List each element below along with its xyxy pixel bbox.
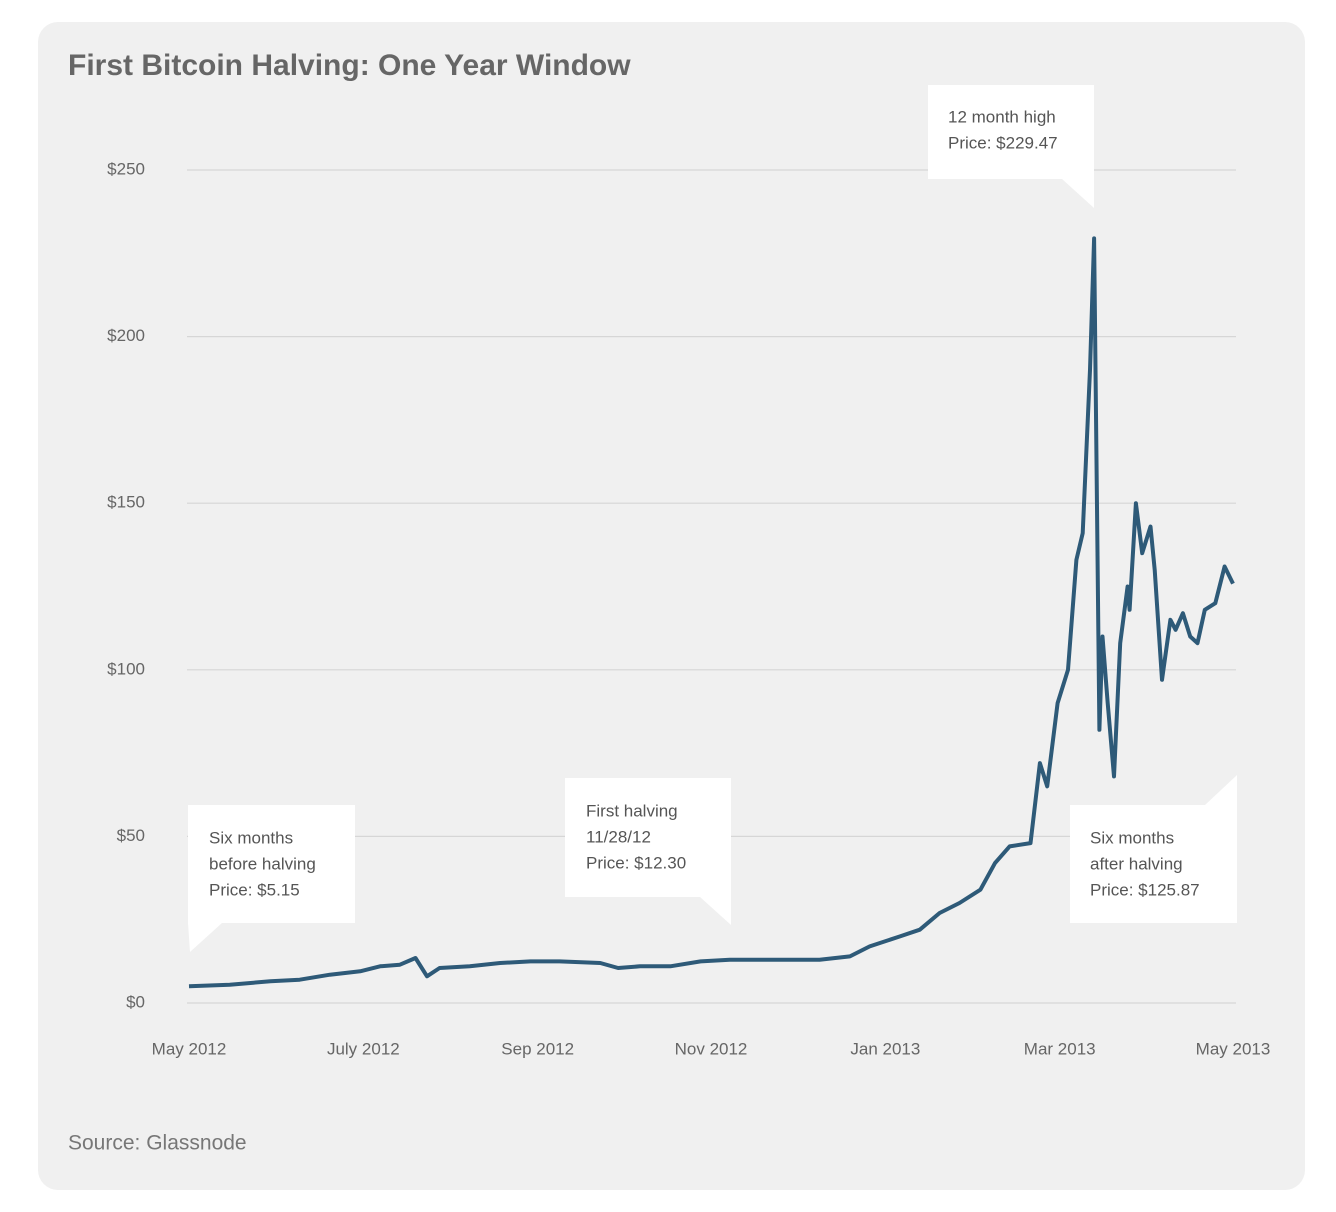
annotation-box — [188, 805, 355, 923]
x-tick-label: Mar 2013 — [1024, 1039, 1096, 1058]
annotation-pointer — [1205, 775, 1237, 805]
annotation-text: Price: $229.47 — [948, 133, 1058, 152]
annotation-text: Price: $12.30 — [586, 853, 686, 872]
annotation-box — [928, 85, 1094, 179]
y-tick-label: $50 — [117, 826, 145, 845]
annotation-box — [1070, 805, 1237, 923]
price-line — [188, 236, 1235, 989]
x-tick-label: May 2012 — [152, 1039, 227, 1058]
y-tick-label: $150 — [107, 493, 145, 512]
annotation-text: Price: $5.15 — [209, 880, 300, 899]
annotation-text: First halving — [586, 801, 678, 820]
x-tick-label: Nov 2012 — [675, 1039, 748, 1058]
x-tick-label: Sep 2012 — [501, 1039, 574, 1058]
annotation-text: Price: $125.87 — [1090, 880, 1200, 899]
y-tick-label: $200 — [107, 326, 145, 345]
x-tick-label: July 2012 — [327, 1039, 400, 1058]
card — [38, 22, 1305, 1190]
y-tick-label: $100 — [107, 659, 145, 678]
annotation-text: before halving — [209, 854, 316, 873]
x-tick-label: Jan 2013 — [850, 1039, 920, 1058]
annotation-pointer — [188, 923, 222, 952]
annotation-text: after halving — [1090, 854, 1183, 873]
annotation-text: Six months — [1090, 828, 1174, 847]
annotation-pointer — [700, 897, 731, 925]
annotation-text: 11/28/12 — [586, 827, 651, 846]
source: Source: Glassnode — [68, 1132, 247, 1155]
annotation-pointer — [1062, 179, 1094, 208]
annotation-box — [565, 778, 731, 897]
y-tick-label: $250 — [107, 159, 145, 178]
chart-title: First Bitcoin Halving: One Year Window — [68, 49, 631, 82]
x-tick-label: May 2013 — [1196, 1039, 1271, 1058]
annotation-text: Six months — [209, 828, 293, 847]
annotation-text: 12 month high — [948, 107, 1056, 126]
y-tick-label: $0 — [126, 992, 145, 1011]
